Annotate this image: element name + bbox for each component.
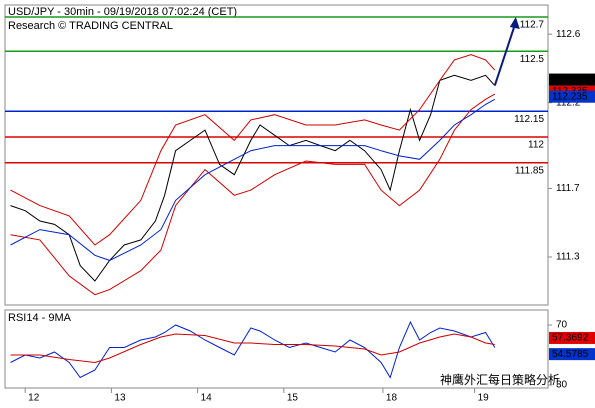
x-tick-label: 12 — [28, 393, 40, 404]
x-tick-label: 18 — [386, 393, 398, 404]
series-line — [10, 320, 496, 379]
level-label: 112.7 — [520, 20, 545, 31]
series-line — [10, 93, 496, 296]
chart-subtitle: Research © TRADING CENTRAL — [8, 20, 173, 32]
price-tag-label: 57.3692 — [552, 333, 589, 344]
price-tag — [549, 348, 595, 361]
series-line — [10, 333, 495, 364]
level-label: 112.5 — [520, 54, 545, 65]
y-tick-label: 30 — [556, 380, 568, 391]
x-tick-label: 15 — [287, 393, 299, 404]
x-tick-label: 19 — [478, 393, 490, 404]
y-tick-label: 112.2 — [556, 97, 581, 108]
price-tag — [549, 331, 595, 344]
target-arrow — [493, 24, 516, 86]
y-tick-label: 111.7 — [556, 183, 580, 194]
price-tag-label: 112.335 — [552, 74, 588, 85]
series-line — [10, 54, 496, 246]
y-tick-label: 70 — [556, 320, 568, 331]
series-line — [10, 98, 496, 261]
series-line — [10, 74, 496, 282]
price-tag-label: 54.5785 — [552, 349, 589, 360]
y-tick-label: 111.3 — [556, 252, 580, 263]
watermark: 神鹰外汇每日策略分析 — [440, 372, 560, 387]
main-panel — [4, 4, 549, 306]
level-label: 112.15 — [514, 114, 544, 125]
x-tick-label: 14 — [201, 393, 213, 404]
chart-title: USD/JPY - 30min - 09/19/2018 07:02:24 (C… — [8, 6, 237, 18]
rsi-title: RSI14 - 9MA — [8, 312, 72, 324]
level-label: 112 — [528, 140, 544, 151]
x-tick-label: 13 — [114, 393, 126, 404]
price-tag — [549, 73, 595, 86]
target-arrow-head — [509, 17, 520, 29]
y-tick-label: 112.6 — [556, 29, 581, 40]
rsi-panel — [4, 309, 549, 389]
price-tag — [549, 90, 595, 103]
price-tag-label: 112.235 — [552, 91, 588, 102]
level-label: 111.85 — [515, 165, 545, 176]
